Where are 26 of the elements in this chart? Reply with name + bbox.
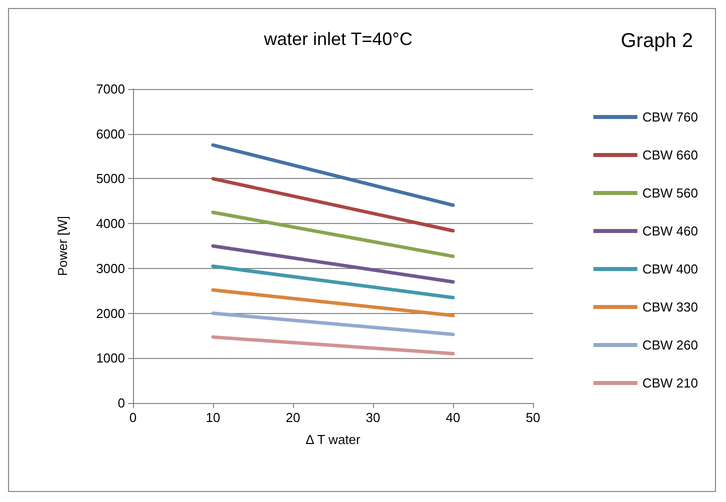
chart-title: water inlet T=40°C	[263, 29, 412, 49]
x-tick-label: 20	[286, 410, 300, 425]
y-tick-label: 4000	[96, 216, 125, 232]
legend-label: CBW 560	[642, 186, 698, 200]
y-tick-label: 0	[118, 396, 125, 410]
legend-label: CBW 400	[642, 262, 698, 276]
legend-label: CBW 330	[642, 300, 698, 314]
y-tick-label: 5000	[96, 171, 125, 186]
x-tick-label: 40	[446, 410, 460, 425]
y-tick-label: 1000	[96, 350, 125, 366]
legend-label: CBW 260	[642, 338, 698, 352]
x-tick-label: 50	[526, 410, 540, 425]
y-tick-label: 7000	[96, 82, 125, 96]
y-tick-label: 3000	[96, 260, 125, 276]
caption: Graph 2	[620, 30, 693, 52]
legend-label: CBW 210	[642, 376, 698, 390]
legend-label: CBW 760	[642, 110, 698, 124]
y-tick-label: 6000	[96, 126, 125, 142]
x-tick-label: 30	[366, 410, 380, 425]
x-axis-title: Δ T water	[306, 432, 362, 447]
y-axis-title: Power [W]	[55, 216, 70, 276]
x-tick-label: 0	[129, 410, 137, 425]
y-tick-label: 2000	[96, 306, 125, 321]
legend-label: CBW 460	[642, 224, 698, 238]
legend-label: CBW 660	[642, 148, 698, 162]
x-tick-label: 10	[206, 410, 220, 425]
